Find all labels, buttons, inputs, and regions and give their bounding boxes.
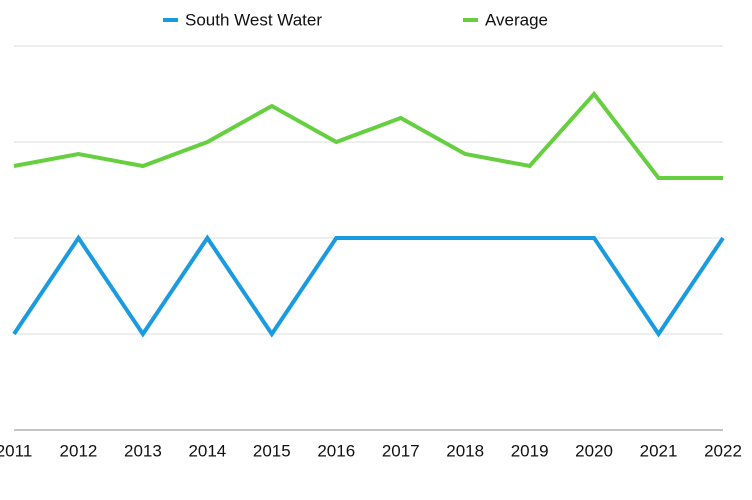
- x-tick-label: 2022: [704, 441, 742, 460]
- legend-label: South West Water: [185, 10, 322, 29]
- series-line: [12, 234, 725, 338]
- x-tick-label: 2017: [382, 441, 420, 460]
- x-tick-label: 2020: [575, 441, 613, 460]
- x-tick-label: 2014: [188, 441, 226, 460]
- x-tick-label: 2013: [124, 441, 162, 460]
- series-line: [13, 90, 723, 180]
- x-tick-label: 2019: [511, 441, 549, 460]
- x-tick-label: 2015: [253, 441, 291, 460]
- x-tick-label: 2016: [317, 441, 355, 460]
- x-tick-label: 2012: [60, 441, 98, 460]
- x-tick-label: 2021: [640, 441, 678, 460]
- x-tick-label: 2011: [0, 441, 32, 460]
- x-tick-label: 2018: [446, 441, 484, 460]
- legend-label: Average: [485, 10, 548, 29]
